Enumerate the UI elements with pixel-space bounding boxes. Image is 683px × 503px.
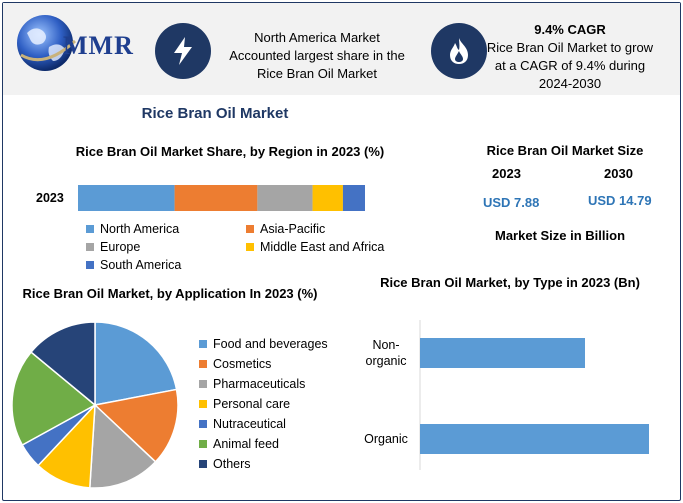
market-size-value-2023: USD 7.88 [483, 195, 540, 210]
highlight-text-cagr: 9.4% CAGR Rice Bran Oil Market to grow a… [485, 21, 655, 93]
region-legend-south-america: South America [86, 258, 181, 272]
application-legend-others: Others [199, 457, 251, 471]
market-size-value-2030: USD 14.79 [588, 193, 652, 208]
legend-swatch [199, 460, 207, 468]
market-size-title: Rice Bran Oil Market Size [486, 143, 644, 158]
highlight-badge-flame [431, 23, 487, 79]
highlight2-line1: Rice Bran Oil Market to grow [486, 40, 654, 55]
region-bar-asia-pacific [174, 185, 258, 211]
market-size-year-2030: 2030 [604, 166, 633, 181]
application-legend-animal-feed: Animal feed [199, 437, 279, 451]
application-legend-pharmaceuticals: Pharmaceuticals [199, 377, 305, 391]
highlight-text-region: North America Market Accounted largest s… [213, 29, 421, 83]
application-legend-personal-care: Personal care [199, 397, 290, 411]
legend-label: Food and beverages [213, 337, 328, 351]
legend-label: Middle East and Africa [260, 240, 385, 254]
region-legend-europe: Europe [86, 240, 140, 254]
legend-swatch [199, 400, 207, 408]
region-bar-middle-east-and-africa [312, 185, 343, 211]
legend-label: North America [100, 222, 180, 236]
lightning-icon [174, 37, 192, 65]
page-title: Rice Bran Oil Market [141, 105, 289, 122]
region-bar-europe [257, 185, 313, 211]
legend-label: Cosmetics [213, 357, 272, 371]
pie-slice-cosmetics [93, 388, 179, 463]
application-legend-nutraceutical: Nutraceutical [199, 417, 286, 431]
region-bar-north-america [78, 185, 175, 211]
market-size-year-2023: 2023 [492, 166, 521, 181]
legend-swatch [199, 360, 207, 368]
highlight2-line2: at a CAGR of 9.4% during [494, 58, 646, 73]
application-legend-food-and-beverages: Food and beverages [199, 337, 328, 351]
pie-slice-pharmaceuticals [88, 403, 157, 489]
legend-swatch [86, 225, 94, 233]
legend-label: Animal feed [213, 437, 280, 451]
region-bar-south-america [342, 185, 365, 211]
highlight-badge-lightning [155, 23, 211, 79]
pie-slice-others [29, 321, 96, 407]
legend-swatch [86, 243, 94, 251]
pie-slice-animal-feed [11, 351, 97, 447]
legend-label: Europe [100, 240, 141, 254]
type-bar-organic [420, 424, 649, 454]
legend-swatch [246, 225, 254, 233]
market-size-note: Market Size in Billion [494, 228, 626, 243]
legend-label: Personal care [213, 397, 291, 411]
legend-swatch [246, 243, 254, 251]
legend-label: Pharmaceuticals [213, 377, 306, 391]
highlight1-line1: North America Market [254, 30, 380, 45]
globe-logo-icon [17, 15, 77, 71]
legend-swatch [199, 340, 207, 348]
highlight2-line3: 2024-2030 [538, 76, 602, 91]
highlight1-line2: Accounted largest share in the [229, 48, 405, 63]
highlight1-line3: Rice Bran Oil Market [257, 66, 377, 81]
highlight2-title: 9.4% CAGR [534, 22, 606, 37]
type-label-non-organic: Non-organic [366, 338, 407, 368]
logo-text: MMR [63, 31, 134, 60]
legend-swatch [86, 261, 94, 269]
legend-swatch [199, 420, 207, 428]
legend-label: South America [100, 258, 182, 272]
legend-label: Nutraceutical [213, 417, 286, 431]
type-chart-title: Rice Bran Oil Market, by Type in 2023 (B… [380, 275, 640, 290]
type-bar-non-organic [420, 338, 585, 368]
region-category-label: 2023 [36, 191, 64, 205]
flame-icon [450, 38, 468, 64]
header-banner: MMR North America Market Accounted large… [3, 3, 680, 95]
region-legend-north-america: North America [86, 222, 179, 236]
region-chart-title: Rice Bran Oil Market Share, by Region in… [75, 144, 385, 159]
legend-swatch [199, 440, 207, 448]
pie-slice-food-and-beverages [94, 321, 178, 406]
region-legend-asia-pacific: Asia-Pacific [246, 222, 325, 236]
type-label-organic: Organic [364, 432, 408, 446]
legend-swatch [199, 380, 207, 388]
application-legend-cosmetics: Cosmetics [199, 357, 271, 371]
region-legend-middle-east-and-africa: Middle East and Africa [246, 240, 384, 254]
legend-label: Asia-Pacific [260, 222, 326, 236]
application-chart-title: Rice Bran Oil Market, by Application In … [22, 286, 318, 301]
legend-label: Others [213, 457, 251, 471]
